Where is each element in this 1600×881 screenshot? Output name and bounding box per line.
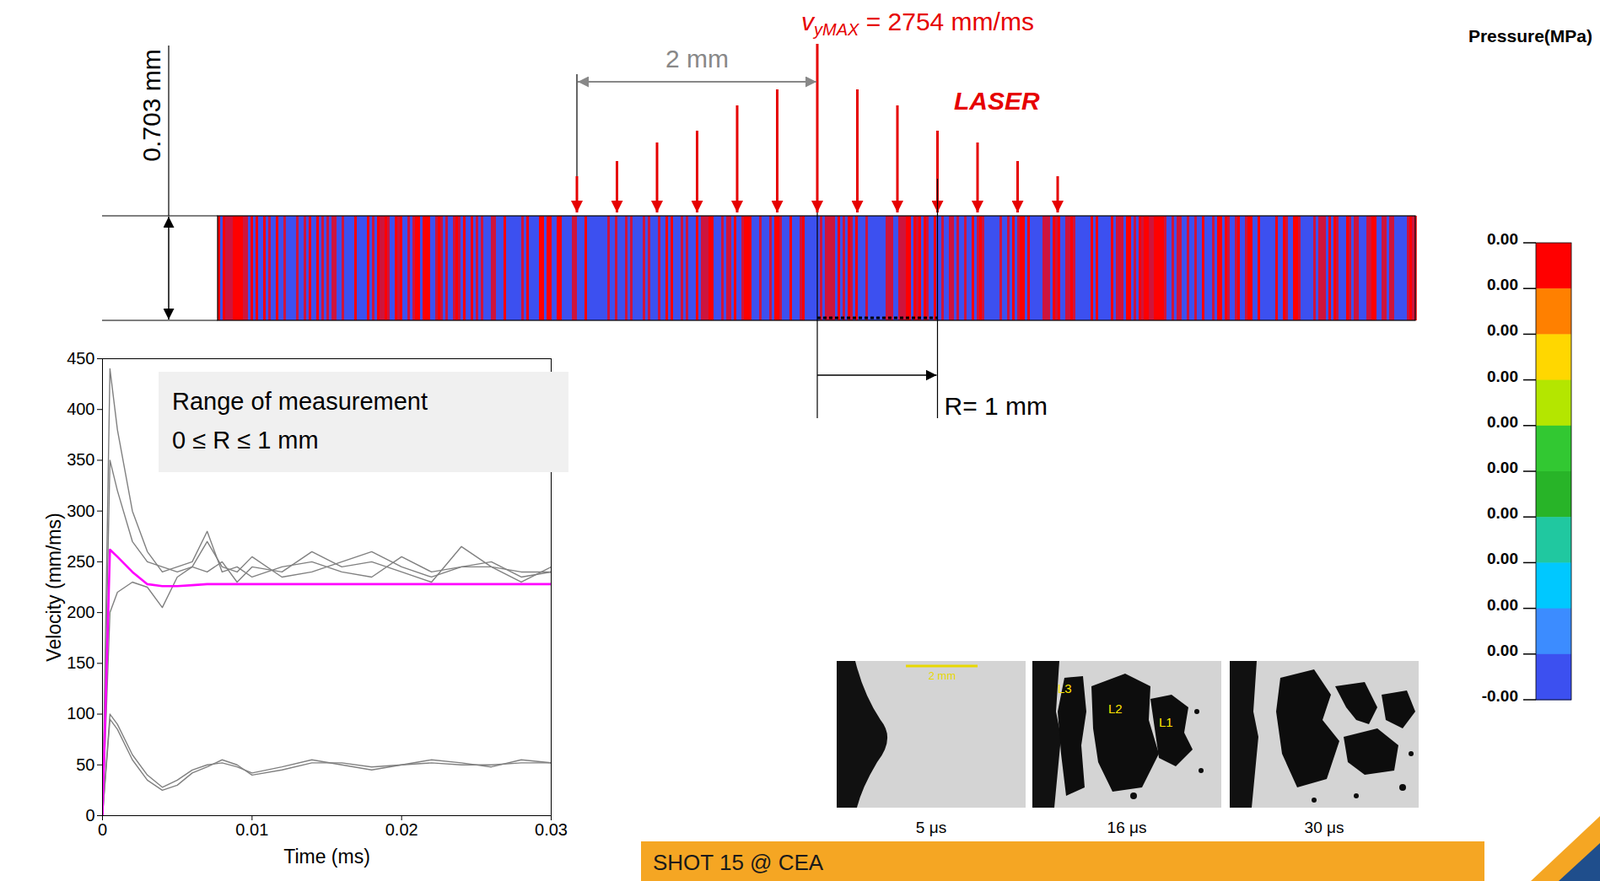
html-text:0 ≤ R ≤ 1 mm: 0 ≤ R ≤ 1 mm — [172, 426, 319, 454]
svg-text:450: 450 — [66, 349, 95, 368]
svg-text:0: 0 — [97, 820, 108, 840]
svg-text:0.00: 0.00 — [1486, 367, 1519, 386]
svg-text:0: 0 — [85, 806, 95, 825]
svg-text:vyMAX = 2754 mm/ms: vyMAX = 2754 mm/ms — [801, 7, 1035, 39]
svg-text:Velocity (mm/ms): Velocity (mm/ms) — [43, 512, 65, 662]
svg-text:Pressure(MPa): Pressure(MPa) — [1468, 26, 1593, 46]
svg-text:0.00: 0.00 — [1486, 321, 1519, 340]
svg-text:LASER: LASER — [953, 86, 1040, 115]
svg-text:0.00: 0.00 — [1486, 641, 1519, 660]
svg-text:16 μs: 16 μs — [1107, 818, 1148, 837]
svg-text:0.00: 0.00 — [1486, 596, 1519, 615]
svg-text:0.00: 0.00 — [1486, 413, 1519, 431]
svg-text:50: 50 — [75, 755, 95, 775]
svg-text:300: 300 — [66, 501, 95, 521]
svg-text:350: 350 — [66, 450, 95, 469]
svg-text:L1: L1 — [1158, 715, 1174, 730]
svg-text:400: 400 — [66, 399, 95, 419]
svg-text:30 μs: 30 μs — [1304, 818, 1345, 837]
svg-text:SHOT 15 @ CEA: SHOT 15 @ CEA — [652, 850, 825, 876]
svg-text:Time (ms): Time (ms) — [283, 845, 371, 868]
svg-text:0.00: 0.00 — [1486, 230, 1519, 248]
svg-text:0.03: 0.03 — [534, 820, 568, 840]
svg-text:5 μs: 5 μs — [915, 818, 947, 837]
svg-text:250: 250 — [66, 552, 95, 572]
svg-text:0.00: 0.00 — [1486, 275, 1519, 294]
svg-text:2 mm: 2 mm — [665, 44, 729, 73]
svg-text:0.00: 0.00 — [1486, 549, 1519, 568]
svg-text:150: 150 — [66, 653, 95, 673]
svg-text:-0.00: -0.00 — [1481, 687, 1519, 706]
svg-text:0.02: 0.02 — [385, 820, 419, 840]
svg-text:L3: L3 — [1057, 681, 1073, 696]
svg-text:2 mm: 2 mm — [928, 669, 957, 683]
svg-text:0.01: 0.01 — [235, 820, 269, 840]
html-text:Range of measurement: Range of measurement — [172, 387, 428, 415]
svg-text:L2: L2 — [1108, 701, 1123, 717]
svg-text:100: 100 — [66, 704, 95, 723]
svg-text:0.00: 0.00 — [1486, 458, 1519, 477]
svg-text:0.00: 0.00 — [1486, 504, 1519, 523]
svg-text:0.703 mm: 0.703 mm — [137, 48, 166, 162]
svg-text:200: 200 — [66, 603, 95, 622]
svg-text:R= 1 mm: R= 1 mm — [944, 392, 1049, 421]
